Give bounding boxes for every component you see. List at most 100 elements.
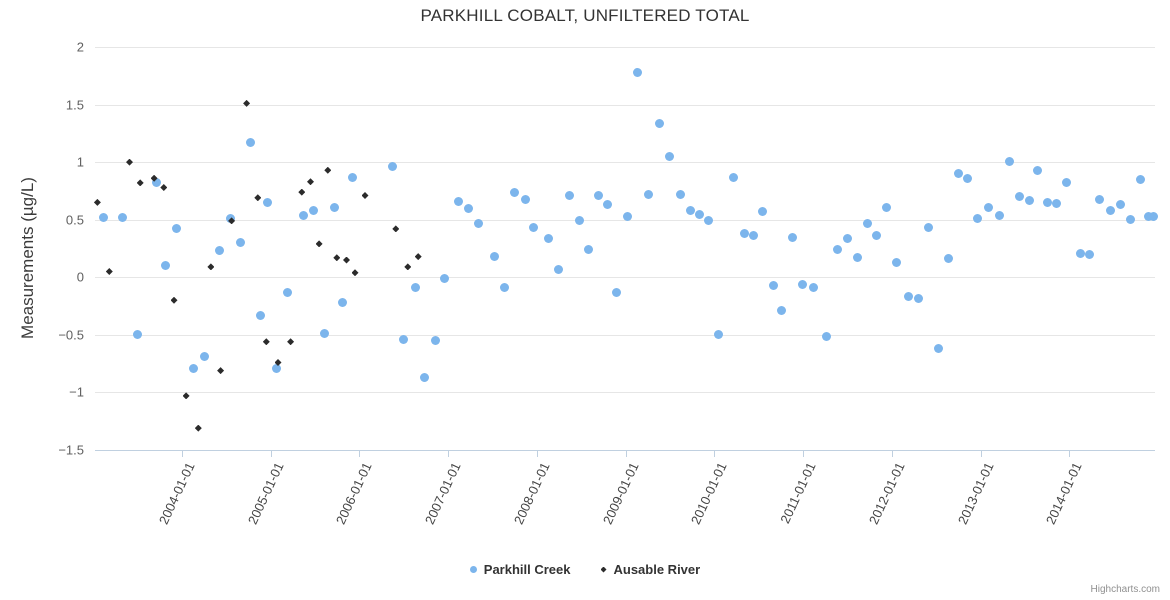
data-point-parkhill-creek[interactable]: [983, 202, 993, 212]
data-point-parkhill-creek[interactable]: [1014, 192, 1024, 202]
data-point-parkhill-creek[interactable]: [777, 306, 786, 316]
data-point-parkhill-creek[interactable]: [768, 280, 778, 290]
data-point-parkhill-creek[interactable]: [933, 344, 943, 354]
data-point-parkhill-creek[interactable]: [152, 178, 161, 188]
data-point-parkhill-creek[interactable]: [1075, 248, 1085, 258]
data-point-parkhill-creek[interactable]: [822, 331, 832, 341]
data-point-parkhill-creek[interactable]: [214, 246, 224, 256]
highcharts-credit[interactable]: Highcharts.com: [1090, 584, 1160, 595]
data-point-parkhill-creek[interactable]: [454, 196, 464, 206]
data-point-parkhill-creek[interactable]: [440, 273, 450, 283]
data-point-parkhill-creek[interactable]: [973, 214, 983, 224]
data-point-parkhill-creek[interactable]: [509, 187, 519, 197]
data-point-ausable-river[interactable]: [182, 392, 190, 400]
data-point-parkhill-creek[interactable]: [748, 231, 758, 241]
data-point-parkhill-creek[interactable]: [633, 67, 643, 77]
data-point-ausable-river[interactable]: [351, 269, 359, 277]
data-point-parkhill-creek[interactable]: [308, 206, 318, 215]
data-point-parkhill-creek[interactable]: [298, 210, 308, 220]
data-point-parkhill-creek[interactable]: [1149, 211, 1159, 221]
data-point-parkhill-creek[interactable]: [1061, 178, 1071, 188]
data-point-ausable-river[interactable]: [228, 217, 236, 225]
data-point-parkhill-creek[interactable]: [236, 238, 246, 248]
data-point-parkhill-creek[interactable]: [665, 151, 674, 161]
data-point-parkhill-creek[interactable]: [263, 197, 272, 207]
data-point-ausable-river[interactable]: [404, 263, 412, 271]
data-point-parkhill-creek[interactable]: [529, 223, 539, 233]
data-point-parkhill-creek[interactable]: [133, 330, 143, 340]
data-point-ausable-river[interactable]: [298, 188, 306, 196]
data-point-parkhill-creek[interactable]: [623, 211, 633, 221]
data-point-parkhill-creek[interactable]: [714, 330, 724, 340]
data-point-parkhill-creek[interactable]: [271, 363, 281, 373]
data-point-parkhill-creek[interactable]: [1094, 194, 1104, 204]
data-point-parkhill-creek[interactable]: [593, 191, 603, 200]
data-point-ausable-river[interactable]: [254, 194, 262, 202]
data-point-parkhill-creek[interactable]: [200, 352, 210, 362]
legend-item-parkhill-creek[interactable]: Parkhill Creek: [469, 562, 571, 577]
data-point-ausable-river[interactable]: [93, 198, 101, 206]
data-point-parkhill-creek[interactable]: [853, 253, 863, 263]
data-point-parkhill-creek[interactable]: [694, 209, 704, 219]
data-point-parkhill-creek[interactable]: [1024, 195, 1034, 205]
data-point-parkhill-creek[interactable]: [612, 287, 621, 297]
data-point-parkhill-creek[interactable]: [282, 287, 292, 297]
data-point-ausable-river[interactable]: [105, 268, 113, 275]
data-point-parkhill-creek[interactable]: [881, 202, 891, 212]
data-point-parkhill-creek[interactable]: [863, 218, 873, 228]
data-point-parkhill-creek[interactable]: [1144, 211, 1154, 221]
data-point-parkhill-creek[interactable]: [489, 252, 499, 262]
data-point-parkhill-creek[interactable]: [499, 283, 509, 293]
data-point-parkhill-creek[interactable]: [544, 233, 554, 243]
data-point-parkhill-creek[interactable]: [891, 257, 901, 267]
data-point-ausable-river[interactable]: [333, 254, 341, 262]
data-point-parkhill-creek[interactable]: [1126, 215, 1135, 225]
data-point-parkhill-creek[interactable]: [419, 373, 429, 382]
data-point-parkhill-creek[interactable]: [995, 210, 1004, 220]
data-point-parkhill-creek[interactable]: [245, 138, 255, 148]
data-point-parkhill-creek[interactable]: [520, 194, 530, 204]
data-point-parkhill-creek[interactable]: [1052, 199, 1062, 209]
data-point-parkhill-creek[interactable]: [99, 212, 109, 222]
data-point-parkhill-creek[interactable]: [1005, 156, 1015, 166]
data-point-parkhill-creek[interactable]: [809, 283, 819, 293]
data-point-ausable-river[interactable]: [274, 359, 282, 366]
data-point-ausable-river[interactable]: [315, 240, 323, 248]
data-point-parkhill-creek[interactable]: [338, 298, 348, 308]
data-point-parkhill-creek[interactable]: [924, 223, 933, 233]
data-point-parkhill-creek[interactable]: [788, 232, 798, 242]
data-point-parkhill-creek[interactable]: [564, 191, 574, 200]
data-point-ausable-river[interactable]: [361, 192, 369, 199]
data-point-parkhill-creek[interactable]: [348, 172, 358, 182]
data-point-ausable-river[interactable]: [262, 338, 270, 346]
data-point-parkhill-creek[interactable]: [1106, 206, 1115, 215]
data-point-parkhill-creek[interactable]: [675, 189, 685, 199]
data-point-ausable-river[interactable]: [150, 174, 158, 182]
data-point-parkhill-creek[interactable]: [554, 264, 564, 274]
data-point-parkhill-creek[interactable]: [430, 336, 440, 346]
data-point-parkhill-creek[interactable]: [189, 363, 199, 373]
data-point-parkhill-creek[interactable]: [410, 283, 420, 293]
data-point-parkhill-creek[interactable]: [843, 233, 853, 243]
data-point-ausable-river[interactable]: [392, 225, 400, 233]
data-point-parkhill-creek[interactable]: [255, 310, 265, 320]
data-point-parkhill-creek[interactable]: [583, 245, 593, 255]
data-point-parkhill-creek[interactable]: [171, 224, 181, 234]
data-point-parkhill-creek[interactable]: [758, 207, 768, 217]
data-point-ausable-river[interactable]: [414, 253, 422, 261]
data-point-parkhill-creek[interactable]: [833, 245, 843, 255]
data-point-parkhill-creek[interactable]: [953, 169, 963, 179]
data-point-parkhill-creek[interactable]: [319, 329, 329, 339]
data-point-parkhill-creek[interactable]: [685, 206, 695, 215]
data-point-parkhill-creek[interactable]: [574, 216, 584, 226]
data-point-ausable-river[interactable]: [126, 158, 133, 166]
data-point-parkhill-creek[interactable]: [943, 254, 953, 264]
data-point-parkhill-creek[interactable]: [473, 218, 483, 228]
data-point-ausable-river[interactable]: [170, 296, 178, 304]
data-point-parkhill-creek[interactable]: [654, 118, 664, 128]
data-point-ausable-river[interactable]: [343, 256, 350, 264]
data-point-parkhill-creek[interactable]: [1135, 174, 1145, 184]
data-point-parkhill-creek[interactable]: [643, 189, 653, 199]
data-point-parkhill-creek[interactable]: [398, 335, 408, 344]
data-point-ausable-river[interactable]: [160, 184, 168, 191]
